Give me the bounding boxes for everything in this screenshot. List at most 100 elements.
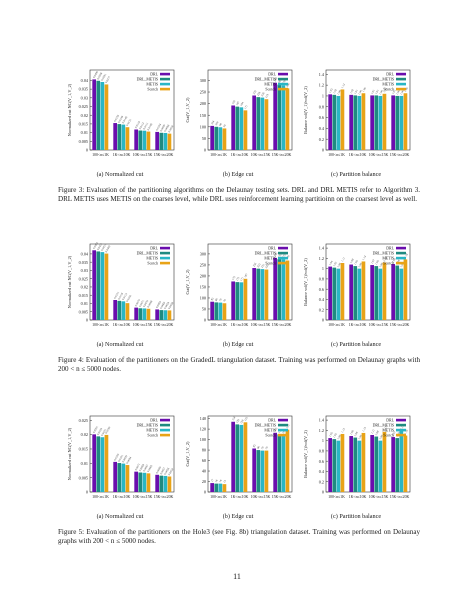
f3-c1-bar-drl [231,105,236,150]
f5-c2-bar-scotch [361,432,366,492]
f4-c0-bar-drl-metis [117,300,122,320]
f3-c1-data-label: 93 [223,123,227,127]
f3-c0-bar-drl-metis [96,80,101,150]
f5-c2-ytick-label: 1.2 [319,428,324,433]
f5-c1-bar-drl-metis [256,450,261,492]
f5-c1-ytick-label: 80 [202,448,206,453]
fig5-caption: Figure 5: Evaluation of the partitioners… [58,528,420,546]
f4-c0-plot-frame [89,243,175,321]
f5-c0-ytick-label: 0.015 [79,447,88,452]
f5-c0-bar-drl-metis [117,463,122,492]
f3-c2-data-label: 1.02 [350,88,355,94]
f3-c0-bar-scotch [104,84,109,150]
f5-c1-legend-label: METIS [264,428,276,432]
f3-c0-bar-drl-metis [117,124,122,150]
f3-c2-ytick-label: 0.6 [319,115,324,120]
f3-c0-data-label: 0.0155 [114,114,121,123]
f3-c2-category-label: 100<n≤1K [328,153,345,157]
f5-c1-category-label: 1K<n≤10K [231,495,249,499]
fig5-chart-partition-balance: 0 0.2 0.4 0.6 0.8 1 1.2 1.4 Balance vol(V_1)/vol… [303,415,411,499]
f4-c2-ytick-label: 0.2 [319,307,324,312]
f5-c1-ytick-label: 20 [202,479,206,484]
f4-c0-ytick-label: 0.005 [79,309,88,314]
f5-c1-ytick-label: 40 [202,469,206,474]
f4-c0-category-label: 1K<n≤10K [113,323,131,327]
f4-c1-data-label: 236 [253,262,258,268]
f5-c2-bar-drl [349,436,354,492]
f4-c2-data-label: 1.18 [404,253,409,259]
f4-c2-bar-drl [391,264,396,320]
f3-c1-category-label: 10K<n≤15K [251,153,271,157]
f3-c0-plot-frame [89,69,175,151]
f3-c0-bar-metis [142,130,147,150]
f4-c2-ylabel: Balance vol(V_1)/vol(V_2) [303,258,308,306]
f3-c2-ytick-label: 1 [322,94,324,99]
f4-c0-data-label: 0.0116 [118,292,125,301]
f3-c2-category-label: 10K<n≤15K [369,153,389,157]
f3-c0-bar-scotch [125,127,130,150]
f3-c0-legend-swatch [160,72,170,76]
f3-c2-data-label: 1.05 [362,86,367,92]
f5-c0-data-label: 0.0060 [156,466,163,475]
f4-c2-bar-drl-metis [395,265,400,320]
f3-c0-legend-label: DRL [150,72,158,76]
fig3-caption: Figure 3: Evaluation of the partitioning… [58,186,420,204]
f4-c0-legend-swatch [160,246,170,250]
f3-c2-legend-swatch [396,87,406,91]
f3-c2-legend-swatch [396,77,406,81]
f5-c0-legend-swatch [160,418,170,422]
f3-c0-category-label: 1K<n≤10K [113,153,131,157]
f4-c2-data-label: 1.14 [362,255,367,261]
f4-c1-legend-swatch [278,246,288,250]
f4-c2-data-label: 1.11 [341,256,346,262]
f3-c2-bar-drl-metis [353,95,358,150]
f4-c0-data-label: 0.0411 [101,243,108,252]
fig3-subcaption-a: (a) Normalized cut [96,171,144,178]
f4-c1-bar-metis [239,282,244,320]
f4-c1-bar-drl [252,268,257,320]
f4-c1-data-label: 175 [232,275,237,281]
f5-c1-bar-scotch [285,429,290,492]
f3-c2-legend-label: METIS [382,82,394,86]
f5-c2-bar-drl [328,438,333,492]
f4-c2-data-label: 1.08 [350,258,355,264]
f4-c1-bar-scotch [222,303,227,320]
f3-c2-bar-drl-metis [374,95,379,150]
f5-c2-bar-scotch [403,435,408,492]
fig5-chart-normalized-cut: 0 0.005 0.01 0.015 0.02 0.025 Normalized cut N… [67,415,175,499]
f5-c2-ytick-label: 1 [322,438,324,443]
f4-c1-ytick-label: 250 [200,263,206,268]
f3-c2-ytick-label: 1.4 [319,72,325,77]
f4-c2-ytick-label: 0.8 [319,277,324,282]
f4-c0-category-label: 15K<n≤20K [154,323,174,327]
f4-c1-legend-label: METIS [264,256,276,260]
fig5-subcaption-b: (b) Edge cut [222,513,254,520]
f4-c1-legend-swatch [278,261,288,265]
f4-c1-bar-drl-metis [256,268,261,320]
f4-c0-category-label: 10K<n≤15K [133,323,153,327]
f5-c1-data-label: 133 [244,416,249,422]
f4-c2-bar-drl-metis [353,266,358,320]
f3-c0-data-label: 0.0406 [93,70,100,79]
f5-c1-bar-metis [239,424,244,492]
f3-c1-bar-drl-metis [277,84,282,150]
f4-c0-ytick-label: 0.015 [79,293,88,298]
f5-c0-legend-swatch [160,428,170,432]
f4-c2-plot-frame [325,243,411,321]
f5-c2-ytick-label: 0.4 [319,469,325,474]
f4-c1-data-label: 275 [282,253,287,259]
f4-c1-bar-metis [218,302,223,320]
f4-c2-bar-scotch [340,263,345,320]
f4-c1-data-label: 282 [274,252,279,258]
f5-c1-bar-metis [281,434,286,492]
f5-c2-category-label: 10K<n≤15K [369,495,389,499]
f3-c1-ytick-label: 100 [200,124,206,129]
fig3-subcaption-b: (b) Edge cut [222,171,254,178]
f5-c1-data-label: 128 [240,419,245,425]
f4-c0-data-label: 0.0415 [97,242,104,251]
fig5-subcaption-c: (c) Partition balance [330,513,382,520]
f4-c0-bar-scotch [104,253,109,320]
f4-c0-legend-label: METIS [146,256,158,260]
f5-c2-category-label: 100<n≤1K [328,495,345,499]
f4-c2-data-label: 1.00 [337,262,342,268]
